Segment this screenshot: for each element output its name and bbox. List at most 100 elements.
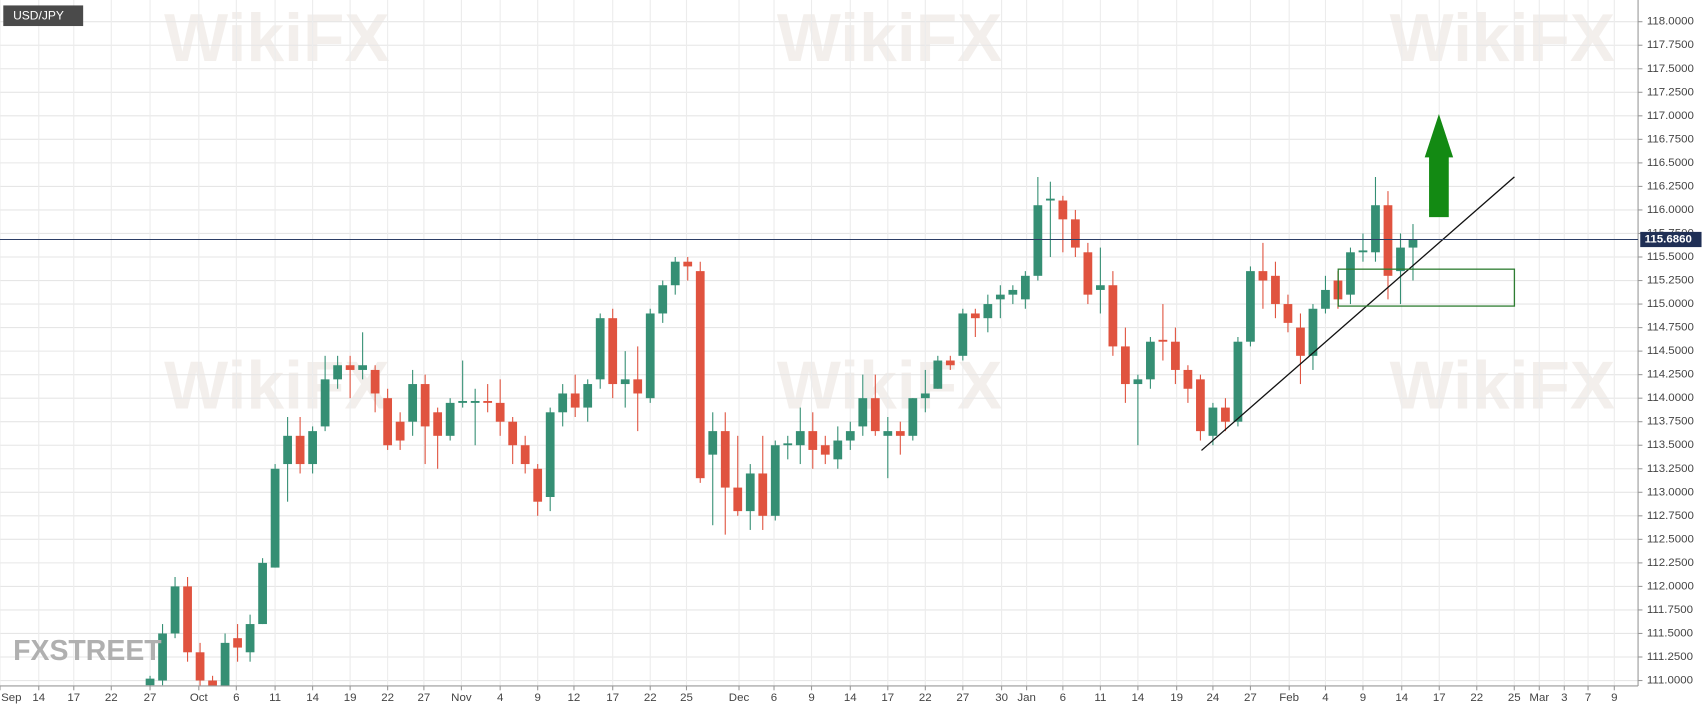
x-tick-label: 14 [1131,692,1144,704]
candle-body [783,443,793,446]
x-tick-label: 17 [606,692,619,704]
candle-body [220,642,230,686]
x-tick-label: 17 [1433,692,1446,704]
candle-body [645,313,655,399]
candle-body [1196,379,1205,432]
x-tick-label: 14 [1395,692,1408,704]
candle-body [708,431,718,455]
x-tick-label: Feb [1279,692,1299,704]
candle-body [1096,285,1105,290]
x-tick-label: 27 [1244,692,1257,704]
candle-body [145,678,155,686]
candle-body [920,393,930,399]
logo: FXSTREET [13,635,162,667]
candle-body [745,473,755,512]
x-tick-label: 9 [1360,692,1366,704]
candle-body [883,431,893,436]
x-tick-label: 3 [1561,692,1567,704]
drawings [1201,113,1516,451]
candle-body [758,473,768,516]
candle-body [833,440,843,460]
x-tick-label: Mar [1529,692,1549,704]
candle-body [1221,407,1230,422]
watermark: WikiFX [1390,349,1615,424]
candle-body [820,445,830,455]
candle-body [1371,205,1380,253]
last-price-box [1640,231,1702,248]
candle-body [183,586,192,653]
x-tick-label: 4 [1322,692,1329,704]
candle-body [858,398,868,427]
candle-body [1283,304,1293,323]
candle-body [370,369,380,394]
candle-body [1146,341,1155,380]
candle-body [1045,198,1055,201]
candle-body [958,313,968,356]
candle-body [458,400,468,403]
x-tick-label: 25 [1508,692,1521,704]
trend-line [1201,176,1515,451]
title-box [3,5,84,27]
candle-body [345,365,355,370]
x-tick-label: 14 [32,692,45,704]
x-tick-label: 22 [644,692,657,704]
candle-body [570,393,580,408]
candle-body [1258,271,1268,281]
y-tick-label: 116.2500 [1647,180,1694,192]
candle-body [495,402,505,422]
candle-body [970,313,980,319]
candle-body [245,624,255,653]
candle-body [470,400,480,403]
y-tick-label: 113.0000 [1647,486,1694,498]
candle-body [1408,239,1418,248]
y-tick-label: 117.2500 [1647,86,1694,98]
candle-body [1033,205,1043,276]
candle-body [670,261,680,286]
y-tick-label: 117.0000 [1647,110,1694,122]
candle-body [333,365,342,380]
x-tick-label: 7 [1585,692,1591,704]
y-tick-label: 116.5000 [1647,157,1694,169]
candle-body [983,304,993,319]
candle-body [595,318,605,380]
candle-body [945,360,955,366]
x-tick-label: 9 [808,692,814,704]
y-tick-label: 112.5000 [1647,533,1694,545]
y-tick-label: 116.7500 [1647,133,1694,145]
watermark: WikiFX [1390,1,1615,76]
candle-body [720,431,730,488]
candle-body [1171,341,1180,370]
candle-body [1008,289,1018,295]
x-tick-label: 12 [568,692,581,704]
candle-body [1020,275,1030,300]
watermark: WikiFX [777,349,1002,424]
candle-body [620,379,630,385]
candle-body [733,487,743,512]
watermark: WikiFX [777,1,1002,76]
y-tick-label: 118.0000 [1647,16,1694,28]
candle-body [320,379,330,427]
candle-body [270,468,280,568]
x-tick-label: Nov [451,692,472,704]
y-tick-label: 115.0000 [1647,298,1694,310]
x-tick-label: 27 [956,692,969,704]
candle-body [895,431,905,436]
candle-body [1121,346,1130,385]
range-box [1337,268,1516,307]
watermark: WikiFX [164,349,389,424]
candle-body [383,398,393,446]
candle-body [1346,252,1355,295]
candle-body [433,412,443,436]
x-tick-label: 14 [306,692,319,704]
candle-body [1158,339,1168,342]
x-tick-label: 22 [381,692,394,704]
candle-body [158,633,167,681]
candle-body [1133,379,1143,385]
candle-body [295,435,305,465]
candle-body [995,294,1005,300]
candle-body [558,393,568,413]
candle-body [545,412,555,497]
